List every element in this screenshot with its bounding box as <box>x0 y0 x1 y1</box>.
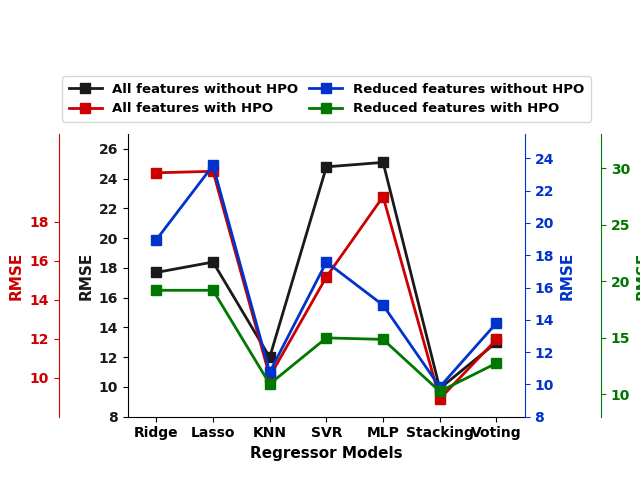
Y-axis label: RMSE: RMSE <box>559 251 575 299</box>
Legend: All features without HPO, All features with HPO, Reduced features without HPO, R: All features without HPO, All features w… <box>62 76 591 122</box>
X-axis label: Regressor Models: Regressor Models <box>250 446 403 461</box>
Y-axis label: RMSE: RMSE <box>78 251 93 299</box>
Y-axis label: RMSE: RMSE <box>9 251 24 299</box>
Y-axis label: RMSE: RMSE <box>636 251 640 299</box>
